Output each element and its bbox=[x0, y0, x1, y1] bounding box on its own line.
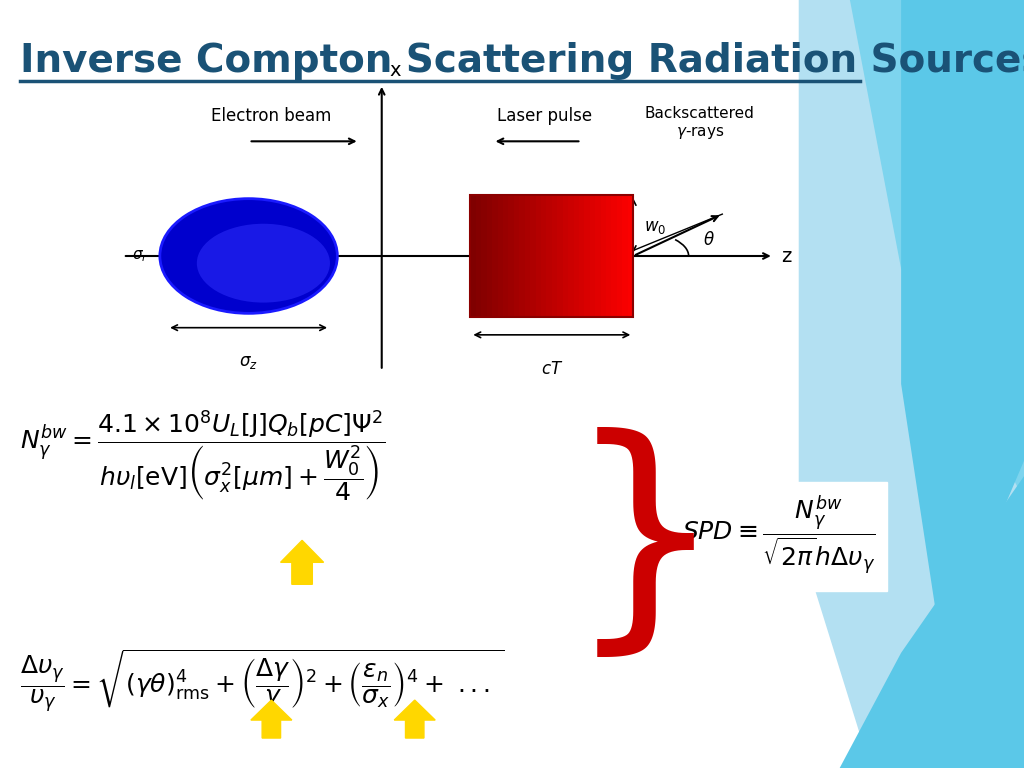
Text: $\}$: $\}$ bbox=[565, 427, 694, 670]
Bar bbox=[530, 195, 536, 317]
Bar bbox=[562, 195, 568, 317]
Text: $w_0$: $w_0$ bbox=[644, 218, 667, 237]
Text: $\theta$: $\theta$ bbox=[703, 231, 716, 250]
FancyArrow shape bbox=[251, 700, 292, 738]
Polygon shape bbox=[850, 0, 1024, 499]
Text: x: x bbox=[389, 61, 400, 81]
Text: Inverse Compton Scattering Radiation Sources: Inverse Compton Scattering Radiation Sou… bbox=[20, 42, 1024, 80]
Bar bbox=[616, 195, 623, 317]
Bar bbox=[547, 195, 552, 317]
Text: $SPD \equiv \dfrac{N_{\gamma}^{bw}}{\sqrt{2\pi}h\Delta\upsilon_{\gamma}}$: $SPD \equiv \dfrac{N_{\gamma}^{bw}}{\sqr… bbox=[682, 495, 874, 578]
Bar bbox=[503, 195, 509, 317]
Polygon shape bbox=[799, 0, 1024, 768]
Ellipse shape bbox=[160, 199, 337, 313]
Bar bbox=[509, 195, 514, 317]
Bar bbox=[557, 195, 562, 317]
Bar bbox=[611, 195, 616, 317]
Bar bbox=[579, 195, 585, 317]
Bar bbox=[590, 195, 595, 317]
Ellipse shape bbox=[197, 223, 330, 303]
Text: z: z bbox=[781, 247, 792, 266]
Bar bbox=[481, 195, 486, 317]
Bar bbox=[498, 195, 503, 317]
Bar bbox=[601, 195, 606, 317]
Text: $\dfrac{\Delta \upsilon_{\gamma}}{\upsilon_{\gamma}} = \sqrt{(\gamma\theta)_{\ma: $\dfrac{\Delta \upsilon_{\gamma}}{\upsil… bbox=[20, 648, 505, 716]
Bar bbox=[568, 195, 573, 317]
FancyArrow shape bbox=[394, 700, 435, 738]
Text: $\sigma_r$: $\sigma_r$ bbox=[132, 248, 148, 264]
FancyArrow shape bbox=[281, 541, 324, 584]
Bar bbox=[573, 195, 579, 317]
Bar bbox=[514, 195, 519, 317]
Bar bbox=[470, 195, 633, 317]
Text: Electron beam: Electron beam bbox=[211, 108, 331, 125]
Bar bbox=[536, 195, 541, 317]
Text: $\sigma_z$: $\sigma_z$ bbox=[240, 353, 258, 371]
Bar bbox=[541, 195, 547, 317]
Bar bbox=[585, 195, 590, 317]
Bar bbox=[493, 195, 498, 317]
Bar bbox=[628, 195, 633, 317]
Text: $cT$: $cT$ bbox=[541, 360, 563, 378]
Bar bbox=[519, 195, 524, 317]
Bar bbox=[486, 195, 493, 317]
Bar bbox=[606, 195, 611, 317]
Text: Laser pulse: Laser pulse bbox=[497, 108, 592, 125]
Bar bbox=[476, 195, 481, 317]
Text: $N_{\gamma}^{bw} = \dfrac{4.1 \times 10^8 U_L[\mathrm{J}]Q_b[pC]\Psi^2}{h\upsilo: $N_{\gamma}^{bw} = \dfrac{4.1 \times 10^… bbox=[20, 409, 386, 504]
Bar bbox=[623, 195, 628, 317]
Text: Backscattered
$\gamma$-rays: Backscattered $\gamma$-rays bbox=[645, 106, 755, 141]
Bar bbox=[470, 195, 476, 317]
Polygon shape bbox=[901, 0, 1024, 653]
Polygon shape bbox=[840, 476, 1024, 768]
Bar bbox=[552, 195, 557, 317]
Bar bbox=[595, 195, 601, 317]
Bar bbox=[524, 195, 530, 317]
